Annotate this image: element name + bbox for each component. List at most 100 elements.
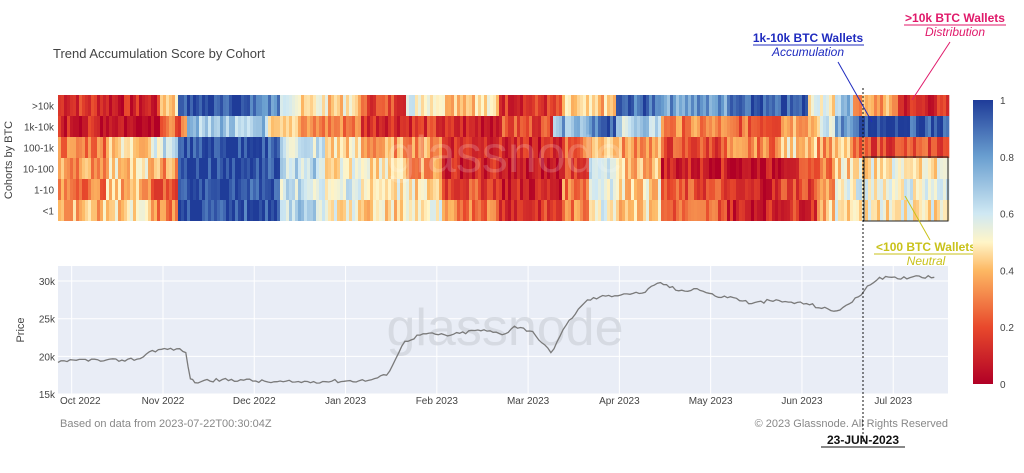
heatmap-cell [106, 116, 110, 137]
heatmap-cell [328, 137, 332, 158]
heatmap-cell [340, 95, 344, 116]
heatmap-cell [319, 179, 323, 200]
heatmap-cell [814, 158, 818, 179]
heatmap-cell [622, 158, 626, 179]
heatmap-cell [70, 200, 74, 221]
heatmap-cell [505, 158, 509, 179]
heatmap-cell [364, 137, 368, 158]
heatmap-cell [769, 137, 773, 158]
heatmap-cell [94, 95, 98, 116]
heatmap-cell [457, 158, 461, 179]
heatmap-cell [544, 158, 548, 179]
heatmap-cell [622, 200, 626, 221]
heatmap-cell [343, 200, 347, 221]
colorbar-tick-label: 1 [1000, 96, 1006, 107]
heatmap-cell [694, 158, 698, 179]
heatmap-cell [604, 95, 608, 116]
heatmap-cell [661, 137, 665, 158]
heatmap-cell [562, 95, 566, 116]
heatmap-cell [547, 179, 551, 200]
heatmap-cell [682, 116, 686, 137]
heatmap-cell [331, 158, 335, 179]
heatmap-cell [766, 137, 770, 158]
heatmap-cell [472, 179, 476, 200]
heatmap-cell [859, 200, 863, 221]
heatmap-cell [655, 95, 659, 116]
heatmap-cell [496, 116, 500, 137]
heatmap-cell [268, 200, 272, 221]
heatmap-cell [544, 179, 548, 200]
heatmap-cell [118, 116, 122, 137]
heatmap-cell [370, 200, 374, 221]
heatmap-cell [646, 95, 650, 116]
heatmap-cell [682, 137, 686, 158]
heatmap-cell [907, 200, 911, 221]
heatmap-cell [58, 158, 62, 179]
heatmap-cell [751, 116, 755, 137]
heatmap-cell [379, 137, 383, 158]
heatmap-cell [664, 158, 668, 179]
heatmap-cell [589, 200, 593, 221]
heatmap-cell [781, 158, 785, 179]
heatmap-cell [235, 116, 239, 137]
heatmap-cell [250, 200, 254, 221]
heatmap-cell [85, 200, 89, 221]
heatmap-cell [676, 200, 680, 221]
heatmap-cell [229, 95, 233, 116]
heatmap-cell [139, 179, 143, 200]
heatmap-cell [244, 158, 248, 179]
heatmap-cell [433, 200, 437, 221]
heatmap-cell [262, 158, 266, 179]
heatmap-cell [403, 179, 407, 200]
heatmap-cell [595, 137, 599, 158]
heatmap-cell [649, 137, 653, 158]
heatmap-cell [856, 158, 860, 179]
heatmap-cell [514, 137, 518, 158]
heatmap-cell [646, 116, 650, 137]
heatmap-cell [115, 179, 119, 200]
heatmap-cell [175, 179, 179, 200]
heatmap-cell [154, 116, 158, 137]
heatmap-cell [154, 137, 158, 158]
heatmap-cell [499, 200, 503, 221]
heatmap-cell [121, 95, 125, 116]
heatmap-cell [106, 137, 110, 158]
heatmap-cell [853, 179, 857, 200]
heatmap-cell [610, 179, 614, 200]
heatmap-cell [817, 137, 821, 158]
heatmap-cell [169, 95, 173, 116]
heatmap-cell [250, 137, 254, 158]
heatmap-cell [589, 158, 593, 179]
heatmap-cell [637, 200, 641, 221]
heatmap-cell [628, 179, 632, 200]
heatmap-cell [445, 116, 449, 137]
heatmap-cell [733, 95, 737, 116]
heatmap-cell [691, 179, 695, 200]
heatmap-cell [700, 116, 704, 137]
heatmap-cell [730, 158, 734, 179]
heatmap-cell [448, 137, 452, 158]
heatmap-cell [772, 137, 776, 158]
heatmap-cell [538, 179, 542, 200]
heatmap-cell [484, 116, 488, 137]
heatmap-cell [793, 116, 797, 137]
heatmap-cell [238, 200, 242, 221]
heatmap-cell [622, 137, 626, 158]
heatmap-cell [346, 200, 350, 221]
heatmap-cell [232, 137, 236, 158]
heatmap-cell [289, 200, 293, 221]
heatmap-cell [262, 95, 266, 116]
heatmap-cell [928, 95, 932, 116]
heatmap-cell [463, 137, 467, 158]
heatmap-cell [223, 137, 227, 158]
heatmap-cell [697, 179, 701, 200]
heatmap-cell [754, 179, 758, 200]
heatmap-cell [541, 95, 545, 116]
heatmap-cell [526, 200, 530, 221]
heatmap-cell [472, 158, 476, 179]
heatmap-cell [535, 116, 539, 137]
heatmap-cell [286, 200, 290, 221]
heatmap-cell [154, 95, 158, 116]
heatmap-cell [481, 200, 485, 221]
heatmap-cell [709, 179, 713, 200]
